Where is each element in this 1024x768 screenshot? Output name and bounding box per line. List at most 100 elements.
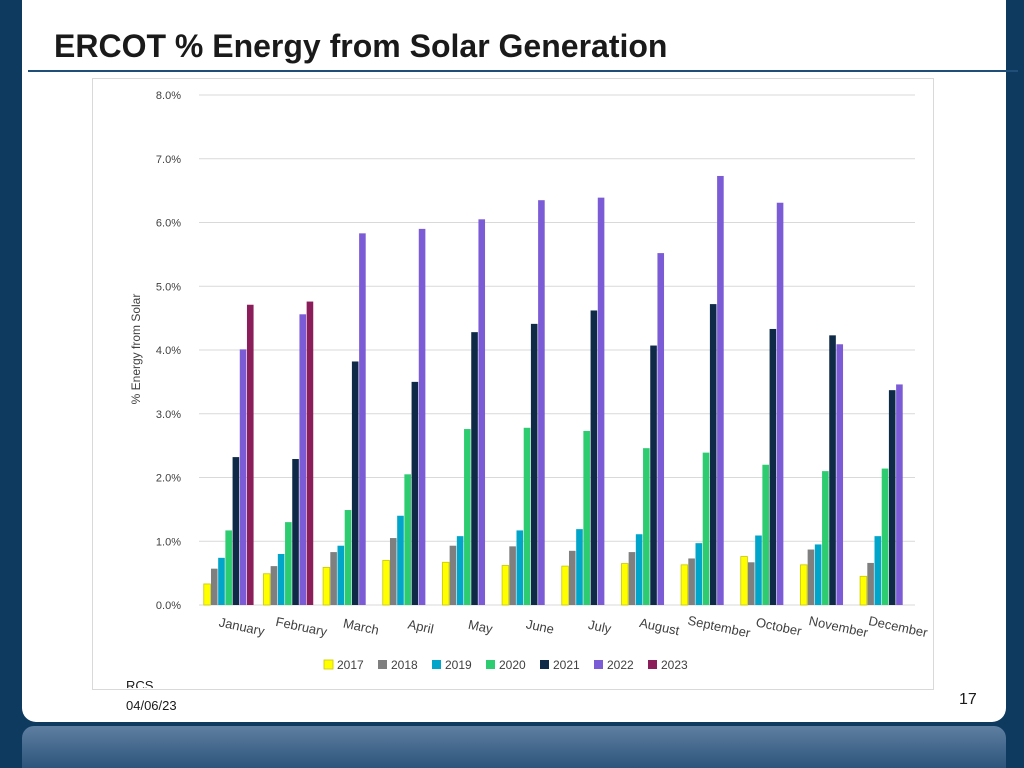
y-tick-label: 2.0% xyxy=(156,473,181,485)
bar-2021-december xyxy=(888,390,896,605)
bar-2019-november xyxy=(814,544,822,605)
x-tick-label: October xyxy=(755,614,804,638)
title-divider xyxy=(28,70,1018,72)
y-tick-label: 3.0% xyxy=(156,409,181,421)
bar-2017-january xyxy=(203,583,211,606)
bar-2019-july xyxy=(576,529,583,605)
x-tick-label: February xyxy=(274,614,328,640)
bar-2018-may xyxy=(449,545,457,605)
y-axis-label: % Energy from Solar xyxy=(129,294,143,405)
legend-label: 2020 xyxy=(499,658,526,672)
bar-2021-april xyxy=(411,381,419,605)
legend-label: 2023 xyxy=(661,658,688,672)
bar-2022-august xyxy=(657,253,665,605)
bar-2020-february xyxy=(285,522,292,605)
bar-2020-september xyxy=(702,452,710,605)
x-tick-label: May xyxy=(467,617,495,637)
bar-2022-june xyxy=(538,200,545,605)
bar-2022-december xyxy=(896,384,903,605)
bar-2022-february xyxy=(299,314,307,605)
bar-2018-april xyxy=(389,538,397,605)
gridlines xyxy=(199,94,915,606)
y-tick-label: 7.0% xyxy=(156,154,181,166)
bar-2018-july xyxy=(568,550,576,605)
bar-2017-december xyxy=(859,575,868,606)
bar-2019-february xyxy=(277,554,285,605)
y-tick-label: 6.0% xyxy=(156,218,181,230)
bar-2019-december xyxy=(874,536,882,605)
bar-2017-september xyxy=(680,564,689,606)
y-axis-ticks: 0.0% 1.0% 2.0% 3.0% 4.0% 5.0% 6.0% 7.0% 8.0% xyxy=(156,90,181,612)
page-number: 17 xyxy=(959,691,977,708)
legend-label: 2022 xyxy=(607,658,634,672)
bar-2020-october xyxy=(762,464,769,605)
bar-2021-august xyxy=(650,345,657,605)
bar-2019-april xyxy=(397,515,404,605)
legend-swatch-2020 xyxy=(486,660,495,669)
bar-2017-july xyxy=(561,565,569,606)
bar-2023-january xyxy=(246,304,254,605)
bar-2019-september xyxy=(695,543,703,605)
bar-2018-march xyxy=(330,552,337,605)
bar-2022-may xyxy=(478,219,486,605)
legend-swatch-2021 xyxy=(540,660,549,669)
y-tick-label: 8.0% xyxy=(156,90,181,102)
x-tick-label: November xyxy=(808,613,870,640)
legend-label: 2017 xyxy=(337,658,364,672)
bar-2017-april xyxy=(382,559,390,606)
bar-2020-november xyxy=(822,471,829,605)
legend-label: 2021 xyxy=(553,658,580,672)
bar-2018-august xyxy=(628,552,636,605)
footer-date: 04/06/23 xyxy=(126,698,177,713)
y-tick-label: 5.0% xyxy=(156,281,181,293)
slide: ERCOT % Energy from Solar Generation 0.0… xyxy=(22,0,1018,722)
legend-swatch-2019 xyxy=(432,660,441,669)
bar-2022-september xyxy=(717,175,724,605)
bar-2021-july xyxy=(590,310,598,605)
bar-2022-july xyxy=(597,197,605,605)
bar-2018-september xyxy=(688,558,695,605)
bar-2018-june xyxy=(509,546,516,605)
bar-2018-october xyxy=(747,562,755,605)
bar-2020-june xyxy=(523,427,531,605)
x-tick-label: January xyxy=(218,614,267,638)
bar-2019-january xyxy=(218,557,225,605)
bar-2020-may xyxy=(464,429,471,605)
bar-2019-may xyxy=(456,536,464,605)
bar-2021-june xyxy=(530,323,538,605)
bar-2020-december xyxy=(881,468,889,605)
bar-2023-february xyxy=(306,301,314,605)
bar-2021-november xyxy=(829,335,836,605)
bar-2021-january xyxy=(232,457,240,605)
bar-2020-august xyxy=(643,448,650,605)
y-tick-label: 4.0% xyxy=(156,345,181,357)
bar-2022-april xyxy=(418,228,426,605)
legend-swatch-2023 xyxy=(648,660,657,669)
bottom-bar xyxy=(22,726,1006,768)
bar-2018-november xyxy=(807,549,815,605)
bar-2022-march xyxy=(359,233,366,605)
bar-2017-october xyxy=(740,556,748,606)
bar-2017-november xyxy=(800,564,808,606)
bar-2022-november xyxy=(836,344,844,605)
bar-2017-june xyxy=(501,565,510,606)
bar-2018-january xyxy=(210,568,218,605)
bar-2017-august xyxy=(621,563,629,606)
bar-2021-september xyxy=(709,304,717,605)
legend-swatch-2018 xyxy=(378,660,387,669)
bar-2018-february xyxy=(270,566,278,605)
bar-2019-june xyxy=(516,530,524,605)
x-tick-label: March xyxy=(342,616,380,638)
x-tick-label: December xyxy=(867,613,929,640)
y-tick-label: 1.0% xyxy=(156,536,181,548)
bar-2020-january xyxy=(225,530,232,605)
x-tick-label: April xyxy=(406,617,435,637)
y-tick-label: 0.0% xyxy=(156,600,181,612)
x-axis-ticks: January February March April May June July Augu… xyxy=(218,613,930,641)
footer-organization: RCS xyxy=(126,678,154,688)
bar-2017-may xyxy=(442,561,450,606)
bar-2019-october xyxy=(755,535,762,605)
bar-2021-october xyxy=(769,328,777,605)
bar-2017-february xyxy=(263,573,271,606)
legend-label: 2019 xyxy=(445,658,472,672)
